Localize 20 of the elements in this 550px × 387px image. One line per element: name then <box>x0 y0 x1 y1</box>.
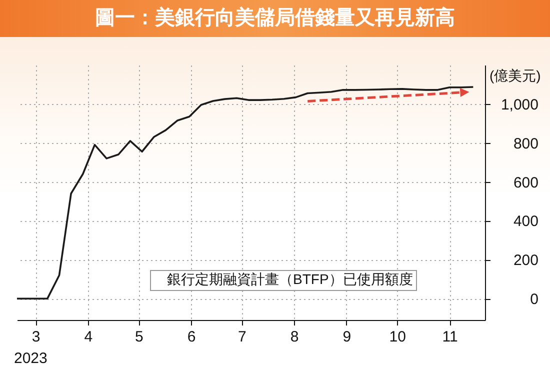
x-tick-label: 6 <box>187 328 196 346</box>
line-series <box>16 86 474 300</box>
x-tick-label: 5 <box>134 328 144 346</box>
text: 2023 <box>14 350 48 367</box>
text: 銀行定期融資計畫（BTFP）已使用額度 <box>167 271 413 287</box>
x-tick-label: 7 <box>238 328 246 346</box>
x-tick-label: 8 <box>290 328 299 346</box>
y-tick-label: 400 <box>513 213 538 230</box>
x-tick-label: 9 <box>342 328 352 346</box>
x-tick-label: 11 <box>442 328 458 346</box>
y-tick-label: 0 <box>530 291 538 308</box>
x-tick-label: 10 <box>389 328 406 346</box>
y-tick-label: 800 <box>513 135 538 152</box>
y-axis-title: (億美元) <box>490 68 541 84</box>
y-tick-label: 1,000 <box>500 96 538 114</box>
y-tick-label: 200 <box>513 252 538 270</box>
y-tick-label: 600 <box>513 174 538 192</box>
x-tick-label: 4 <box>84 328 93 346</box>
chart-title: 圖一：美銀行向美儲局借錢量又再見新高 <box>0 0 550 37</box>
x-tick-label: 3 <box>32 328 40 346</box>
